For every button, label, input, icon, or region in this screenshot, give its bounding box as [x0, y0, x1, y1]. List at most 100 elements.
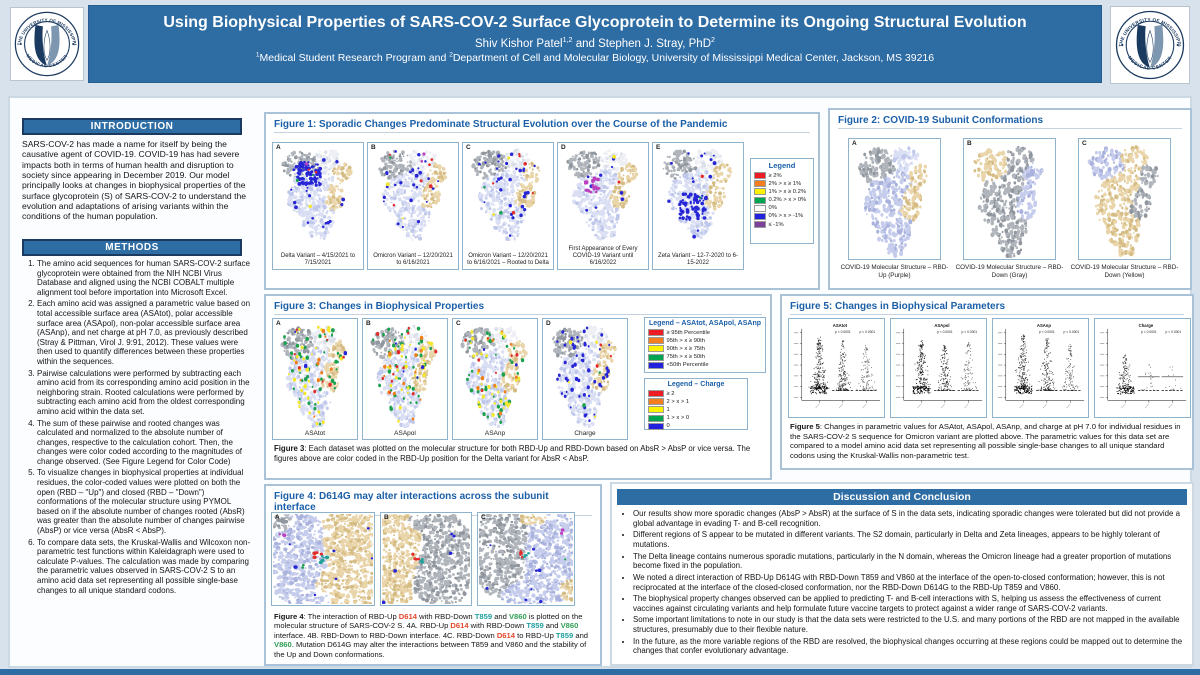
- discussion-bullet: The biophysical property changes observe…: [633, 594, 1188, 614]
- figure1-legend: Legend ≥ 2% 2% > x ≥ 1% 1% > x ≥ 0.2% 0.…: [750, 158, 814, 244]
- figure1-box: Figure 1: Sporadic Changes Predominate S…: [264, 112, 820, 290]
- figure2-box: Figure 2: COVID-19 Subunit Conformations…: [828, 108, 1192, 290]
- figure4-box: Figure 4: D614G may alter interactions a…: [264, 484, 602, 666]
- footer-bar: [0, 669, 1200, 675]
- protein-structure-image: [479, 514, 573, 604]
- protein-structure-image: [471, 148, 541, 241]
- discussion-bullet: Some important limitations to note in ou…: [633, 615, 1188, 635]
- protein-structure-image: [370, 324, 438, 428]
- protein-structure-image: [273, 514, 373, 604]
- legend-swatch: [648, 390, 664, 397]
- figure1-panel-c: C Omicron Variant – 12/20/2021 to 6/16/2…: [462, 142, 554, 270]
- panel-caption: Delta Variant – 4/15/2021 to 7/15/2021: [274, 251, 362, 268]
- figure4-panel-c: C: [477, 512, 575, 606]
- methods-item: The sum of these pairwise and rooted cha…: [37, 419, 252, 467]
- figure3-panel-a: A ASAtot: [272, 318, 358, 440]
- discussion-bullet: Our results show more sporadic changes (…: [633, 509, 1188, 529]
- figure2-panel-a: A: [848, 138, 941, 260]
- figure1-panel-d: D First Appearance of Every COVID-19 Var…: [557, 142, 649, 270]
- figure1-panel-b: B Omicron Variant – 12/20/2021 to 6/16/2…: [367, 142, 459, 270]
- legend-swatch: [754, 172, 766, 179]
- legend-swatch: [648, 361, 664, 369]
- legend-swatch: [648, 398, 664, 406]
- legend-swatch: [754, 188, 766, 196]
- legend-swatch: [648, 406, 664, 414]
- legend-swatch: [754, 196, 766, 204]
- methods-item: Each amino acid was assigned a parametri…: [37, 299, 252, 366]
- poster-title: Using Biophysical Properties of SARS-COV…: [163, 14, 1027, 31]
- figure2-title: Figure 2: COVID-19 Subunit Conformations: [838, 115, 1182, 129]
- header-banner: Using Biophysical Properties of SARS-COV…: [88, 5, 1102, 83]
- protein-structure-image: [566, 149, 639, 241]
- discussion-bullets: Our results show more sporadic changes (…: [620, 509, 1188, 658]
- panel-caption: ASAtot: [304, 430, 326, 437]
- figure3-panel-c: C ASAnp: [452, 318, 538, 440]
- umc-logo-left: THE UNIVERSITY OF MISSISSIPPI MEDICAL CEN…: [10, 7, 84, 81]
- protein-structure-image: [382, 514, 470, 604]
- poster-affiliations: 1Medical Student Research Program and 2D…: [255, 51, 935, 64]
- legend-swatch: [648, 329, 664, 336]
- figure5-plot-asapol: ASApol p < 0.0001 p < 0.0001: [890, 318, 987, 418]
- legend-swatch: [754, 180, 766, 188]
- panel-caption: Omicron Variant – 12/20/2021 to 6/16/202…: [369, 251, 457, 268]
- figure4-panel-a: A: [271, 512, 375, 606]
- figure4-caption: Figure 4: The interaction of RBD-Up D614…: [274, 612, 589, 659]
- panel-caption: Charge: [574, 430, 596, 437]
- methods-item: The amino acid sequences for human SARS-…: [37, 259, 252, 297]
- protein-structure-image: [281, 149, 353, 240]
- methods-item: To compare data sets, the Kruskal-Wallis…: [37, 538, 252, 596]
- discussion-bullet: In the future, as the more variable regi…: [633, 637, 1188, 657]
- panel-caption: First Appearance of Every COVID-19 Varia…: [559, 244, 647, 268]
- legend-swatch: [754, 204, 766, 212]
- methods-header: METHODS: [22, 239, 242, 256]
- figure5-plot-asanp: ASAnp p < 0.0001 p < 0.0001: [992, 318, 1089, 418]
- figure3-title: Figure 3: Changes in Biophysical Propert…: [274, 301, 762, 315]
- legend-swatch: [754, 221, 766, 229]
- figure4-panel-b: B: [380, 512, 472, 606]
- legend-swatch: [754, 212, 766, 220]
- protein-structure-image: [662, 148, 733, 240]
- protein-structure-image: [551, 324, 617, 428]
- legend-swatch: [648, 345, 664, 353]
- methods-item: Pairwise calculations were performed by …: [37, 369, 252, 417]
- figure5-caption: Figure 5: Changes in parametric values f…: [790, 422, 1181, 460]
- poster-body: INTRODUCTION SARS-COV-2 has made a name …: [8, 96, 1194, 668]
- panel-caption: ASApol: [394, 430, 416, 437]
- figure3-box: Figure 3: Changes in Biophysical Propert…: [264, 294, 772, 480]
- panel-caption: Zeta Variant – 12-7-2020 to 6-15-2022: [654, 251, 742, 268]
- panel-caption: COVID-19 Molecular Structure – RBD-Down …: [1070, 264, 1179, 279]
- legend-swatch: [648, 414, 664, 422]
- methods-list: The amino acid sequences for human SARS-…: [22, 259, 252, 597]
- figure2-panel-c: C: [1078, 138, 1171, 260]
- protein-structure-image: [1087, 145, 1159, 258]
- protein-structure-image: [973, 145, 1044, 258]
- legend-swatch: [648, 337, 664, 345]
- protein-structure-image: [280, 325, 348, 428]
- figure5-plot-charge: Charge p < 0.0001 p < 0.0001: [1094, 318, 1191, 418]
- discussion-bullet: The Delta lineage contains numerous spor…: [633, 552, 1188, 572]
- discussion-box: Discussion and Conclusion Our results sh…: [610, 482, 1194, 666]
- panel-caption: COVID-19 Molecular Structure – RBD-Up (P…: [840, 264, 949, 279]
- introduction-header: INTRODUCTION: [22, 118, 242, 135]
- strip-plot: ASAtot p < 0.0001 p < 0.0001: [793, 323, 881, 409]
- methods-item: To visualize changes in biophysical prop…: [37, 468, 252, 535]
- introduction-text: SARS-COV-2 has made a name for itself by…: [22, 139, 247, 222]
- strip-plot: ASAnp p < 0.0001 p < 0.0001: [997, 323, 1085, 409]
- figure3-legend-charge: Legend – Charge ≥ 2 2 > x > 1 1 1 > x > …: [644, 378, 748, 430]
- discussion-bullet: We noted a direct interaction of RBD-Up …: [633, 573, 1188, 593]
- figure5-box: Figure 5: Changes in Biophysical Paramet…: [780, 294, 1194, 470]
- discussion-bullet: Different regions of S appear to be muta…: [633, 530, 1188, 550]
- protein-structure-image: [378, 149, 448, 241]
- figure3-legend-asa: Legend – ASAtot, ASApol, ASAnp ≥ 95th Pe…: [644, 317, 766, 373]
- figure1-panel-e: E Zeta Variant – 12-7-2020 to 6-15-2022: [652, 142, 744, 270]
- figure5-plot-asatot: ASAtot p < 0.0001 p < 0.0001: [788, 318, 885, 418]
- figure3-caption: Figure 3: Each dataset was plotted on th…: [274, 444, 751, 463]
- figure5-title: Figure 5: Changes in Biophysical Paramet…: [790, 301, 1184, 315]
- strip-plot: ASApol p < 0.0001 p < 0.0001: [895, 323, 983, 409]
- legend-swatch: [648, 422, 664, 430]
- figure3-panel-b: B ASApol: [362, 318, 448, 440]
- protein-structure-image: [460, 326, 528, 428]
- panel-caption: COVID-19 Molecular Structure – RBD-Down …: [955, 264, 1064, 279]
- panel-caption: ASAnp: [484, 430, 506, 437]
